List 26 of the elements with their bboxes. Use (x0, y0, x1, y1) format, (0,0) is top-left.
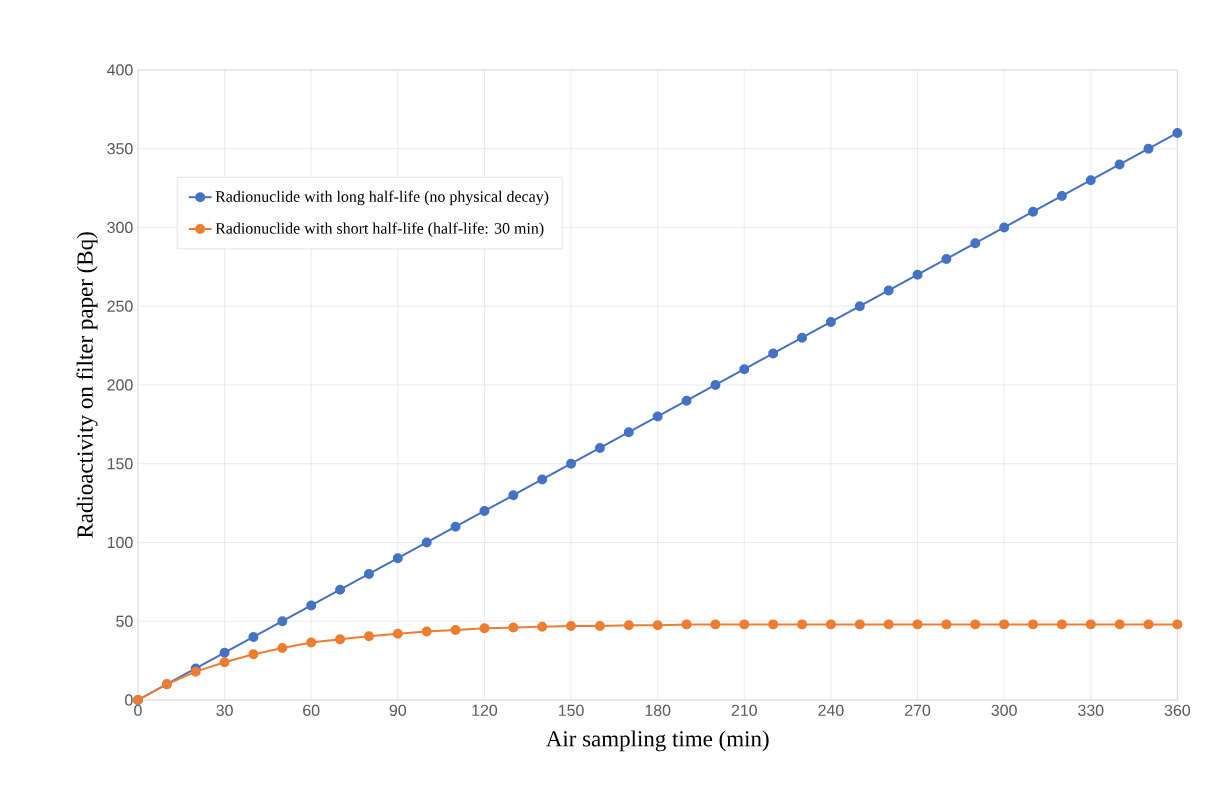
y-axis-title: Radioactivity on filter paper (Bq) (76, 232, 98, 538)
x-tick-label: 0 (134, 704, 142, 716)
x-tick-label: 90 (389, 704, 407, 716)
x-tick-label: 120 (472, 704, 498, 716)
y-tick-label: 50 (116, 615, 133, 627)
y-tick-label: 200 (107, 379, 133, 391)
x-tick-label: 270 (905, 704, 931, 716)
x-tick-label: 150 (558, 704, 584, 716)
legend-label: Radionuclide with short half-life (half-life: 30 min) (215, 222, 544, 237)
y-tick-label: 150 (107, 458, 133, 470)
x-tick-label: 30 (216, 704, 233, 716)
x-tick-label: 180 (645, 704, 671, 716)
y-tick-label: 400 (107, 64, 133, 76)
y-tick-label: 300 (107, 221, 133, 234)
y-tick-label: 0 (125, 694, 133, 706)
x-tick-label: 360 (1164, 704, 1191, 716)
x-tick-label: 330 (1078, 704, 1104, 716)
y-tick-label: 350 (107, 142, 133, 155)
x-tick-label: 240 (818, 704, 844, 716)
x-tick-label: 300 (991, 704, 1017, 716)
y-tick-label: 250 (107, 300, 133, 312)
x-tick-label: 60 (303, 704, 320, 716)
y-tick-label: 100 (107, 536, 133, 549)
legend-label: Radionuclide with long half-life (no physical decay) (215, 190, 549, 206)
x-tick-label: 210 (731, 704, 757, 716)
x-axis-title: Air sampling time (min) (546, 730, 769, 752)
